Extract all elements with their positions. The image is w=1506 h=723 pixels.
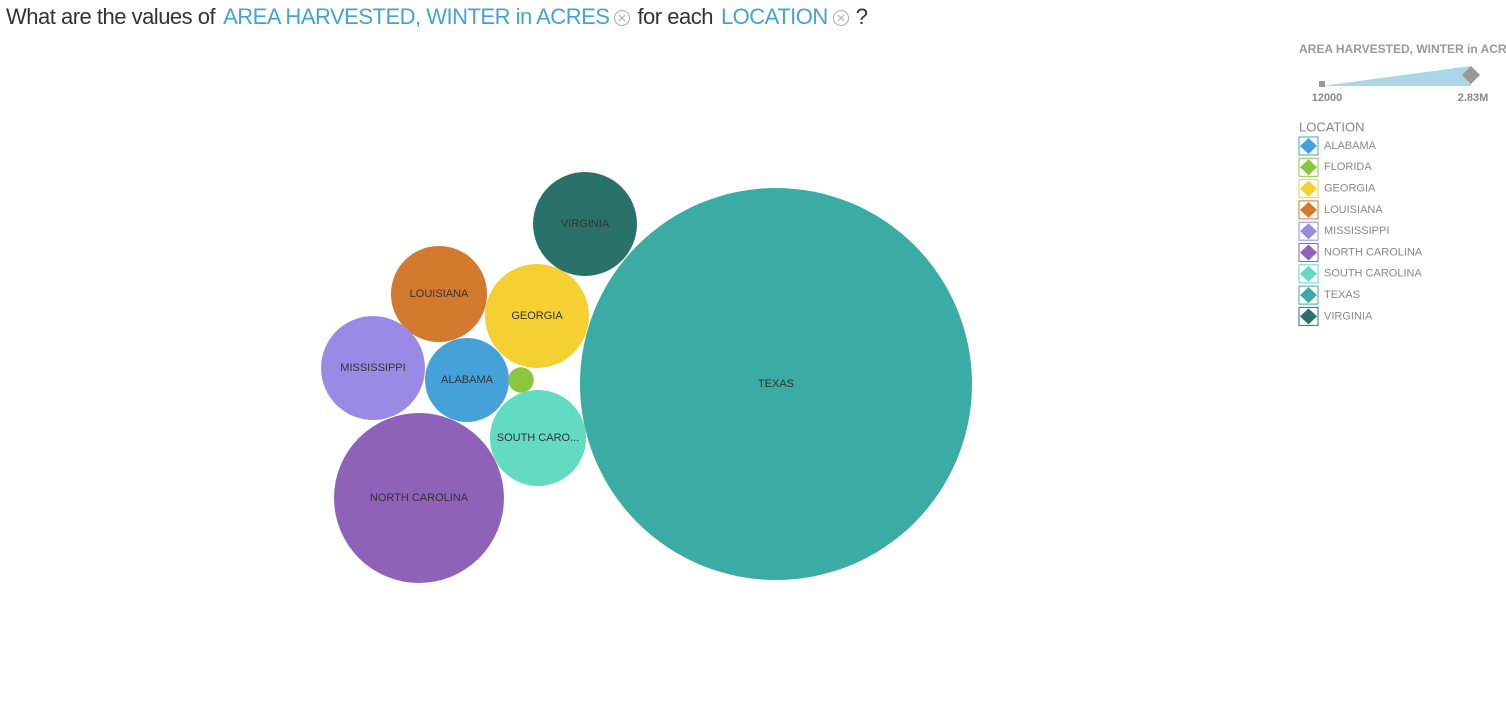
- color-legend-title: LOCATION: [1299, 119, 1365, 134]
- bubble-label: GEORGIA: [511, 310, 563, 322]
- question-prefix: What are the values of: [6, 4, 216, 29]
- legend-label: VIRGINIA: [1324, 310, 1373, 322]
- dimension-pill[interactable]: LOCATION: [720, 4, 828, 29]
- measure-pill[interactable]: AREA HARVESTED, WINTER in ACRES: [223, 4, 610, 29]
- bubble: [489, 389, 587, 487]
- question-suffix: ?: [855, 4, 868, 29]
- bubble-label: LOUISIANA: [410, 288, 469, 300]
- legend-diamond: [1300, 159, 1317, 176]
- bubble-label: SOUTH CARO...: [497, 432, 580, 444]
- remove-measure[interactable]: [613, 9, 631, 27]
- legend-label: TEXAS: [1324, 289, 1360, 301]
- bubble: [485, 264, 589, 368]
- size-ramp: [1322, 66, 1471, 86]
- legend-diamond: [1300, 201, 1317, 218]
- bubble: [580, 188, 972, 580]
- legend-label: SOUTH CAROLINA: [1324, 268, 1422, 280]
- legend-diamond: [1300, 265, 1317, 282]
- bubble-label: ALABAMA: [441, 374, 494, 386]
- size-legend-title: AREA HARVESTED, WINTER in ACRES: [1299, 42, 1506, 56]
- legend-diamond: [1300, 308, 1317, 325]
- legend-label: ALABAMA: [1324, 140, 1377, 152]
- size-min-marker: [1319, 81, 1325, 87]
- legend-diamond: [1300, 138, 1317, 154]
- legend-label: NORTH CAROLINA: [1324, 246, 1423, 258]
- legend-diamond: [1300, 223, 1317, 240]
- legend-label: MISSISSIPPI: [1324, 225, 1389, 237]
- legend-label: FLORIDA: [1324, 161, 1372, 173]
- legend-diamond: [1300, 180, 1317, 197]
- bubble: [390, 245, 488, 343]
- question-middle: for each: [637, 4, 713, 29]
- bubble-label: TEXAS: [758, 378, 794, 390]
- bubble: [508, 367, 534, 393]
- bubble: [321, 316, 425, 420]
- size-max-marker: [1462, 66, 1480, 84]
- legend-label: LOUISIANA: [1324, 204, 1383, 216]
- bubble: [334, 413, 504, 583]
- remove-dimension[interactable]: [832, 9, 850, 27]
- legend-diamond: [1300, 244, 1317, 261]
- bubble-label: NORTH CAROLINA: [370, 492, 469, 504]
- bubble: [424, 337, 510, 423]
- size-max-label: 2.83M: [1458, 92, 1489, 104]
- bubble: [533, 172, 637, 276]
- bubble-label: MISSISSIPPI: [340, 362, 405, 374]
- bubble-label: VIRGINIA: [561, 218, 610, 230]
- question: What are the values of AREA HARVESTED, WI…: [6, 4, 868, 30]
- legend-diamond: [1300, 287, 1317, 304]
- legend-label: GEORGIA: [1324, 183, 1376, 195]
- size-min-label: 12000: [1312, 92, 1343, 104]
